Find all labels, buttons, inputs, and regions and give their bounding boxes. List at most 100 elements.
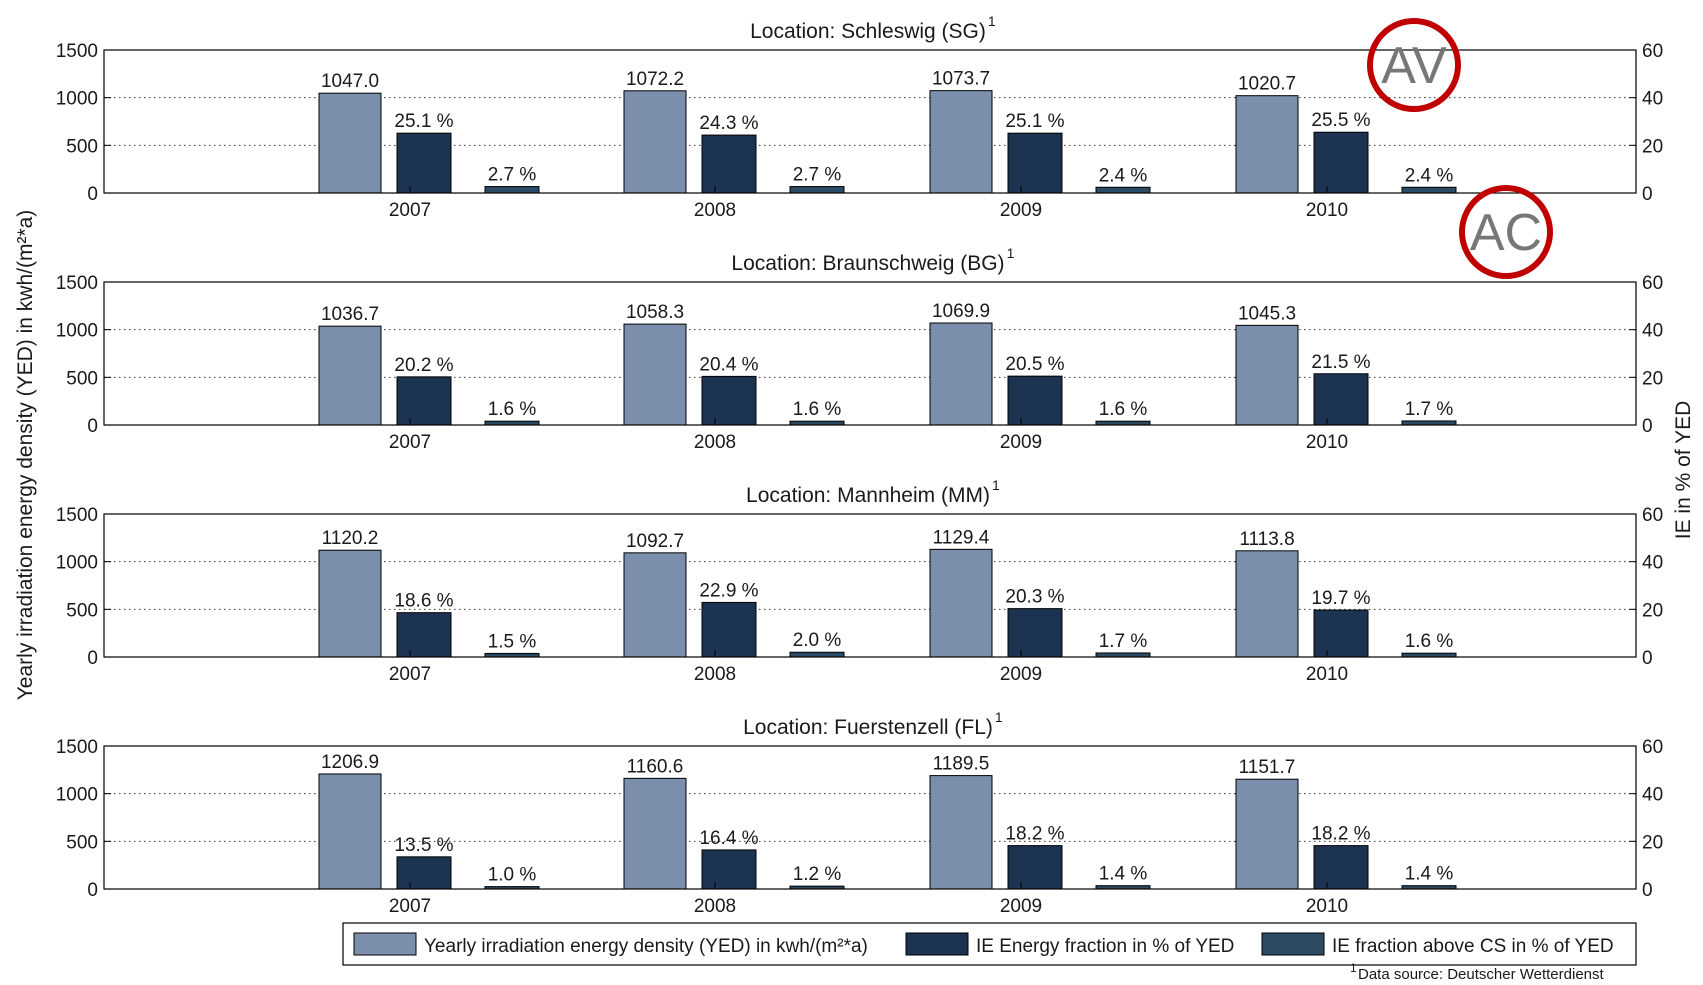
footnote-text: Data source: Deutscher Wetterdienst	[1358, 966, 1605, 983]
bar-data-label: 24.3 %	[699, 113, 758, 134]
panel-title: Location: Braunschweig (BG)	[731, 252, 1004, 275]
y-right-tick-label: 0	[1642, 880, 1653, 901]
x-tick-label: 2010	[1306, 432, 1348, 453]
legend-entry-label: IE fraction above CS in % of YED	[1332, 936, 1614, 957]
bar-data-label: 1058.3	[626, 302, 684, 323]
bar	[1401, 186, 1457, 194]
bar-data-label: 2.7 %	[793, 165, 842, 186]
y-left-tick-label: 1500	[56, 737, 98, 758]
bar	[1313, 609, 1369, 658]
bar	[396, 376, 452, 426]
bar	[1095, 652, 1151, 658]
annotation-label: AV	[1381, 37, 1447, 95]
bar	[318, 549, 382, 658]
bar	[623, 777, 687, 890]
bar-data-label: 25.1 %	[394, 111, 453, 132]
bar	[318, 92, 382, 194]
annotation-circle	[1459, 185, 1553, 279]
y-right-tick-label: 20	[1642, 136, 1663, 157]
x-tick-label: 2007	[389, 664, 431, 685]
bar-data-label: 1073.7	[932, 69, 990, 90]
bar-data-label: 13.5 %	[394, 835, 453, 856]
bar-data-label: 1072.2	[626, 69, 684, 90]
bar	[1007, 845, 1063, 890]
panel-title-superscript: 1	[988, 13, 996, 29]
bar-data-label: 1.6 %	[793, 399, 842, 420]
y-right-tick-label: 40	[1642, 785, 1663, 806]
bar-data-label: 1.0 %	[488, 865, 537, 886]
panel-frame	[103, 745, 1637, 890]
bar-data-label: 18.6 %	[394, 591, 453, 612]
bar	[396, 856, 452, 890]
y-right-axis-label: IE in % of YED	[1672, 401, 1695, 540]
x-tick-label: 2010	[1306, 896, 1348, 917]
x-tick-label: 2009	[1000, 896, 1042, 917]
y-left-tick-label: 1000	[56, 321, 98, 342]
bar	[1235, 550, 1299, 658]
bar-data-label: 20.5 %	[1005, 354, 1064, 375]
bar-data-label: 1.4 %	[1099, 864, 1148, 885]
y-left-axis-label: Yearly irradiation energy density (YED) …	[14, 210, 37, 701]
y-left-tick-label: 0	[87, 648, 98, 669]
bar-data-label: 1129.4	[933, 527, 990, 548]
y-left-tick-label: 0	[87, 416, 98, 437]
bar-data-label: 21.5 %	[1311, 352, 1370, 373]
x-tick-label: 2009	[1000, 664, 1042, 685]
bar	[623, 90, 687, 194]
y-right-tick-label: 40	[1642, 89, 1663, 110]
y-left-tick-label: 500	[66, 368, 98, 389]
bar	[929, 775, 993, 890]
panel-frame	[103, 513, 1637, 658]
bar-data-label: 19.7 %	[1311, 588, 1370, 609]
bar-data-label: 1.7 %	[1405, 399, 1454, 420]
bar	[1313, 373, 1369, 426]
y-right-tick-label: 20	[1642, 368, 1663, 389]
bar-data-label: 18.2 %	[1005, 824, 1064, 845]
bar-data-label: 22.9 %	[699, 580, 758, 601]
y-left-tick-label: 1500	[56, 273, 98, 294]
bar-data-label: 1.5 %	[488, 631, 537, 652]
bar-data-label: 1020.7	[1238, 74, 1296, 95]
y-right-tick-label: 60	[1642, 273, 1663, 294]
y-right-tick-label: 0	[1642, 184, 1653, 205]
legend-swatch	[905, 932, 969, 956]
bar-data-label: 1.6 %	[1405, 631, 1454, 652]
bar-data-label: 1160.6	[627, 756, 684, 777]
y-left-tick-label: 1500	[56, 41, 98, 62]
legend-swatch	[1261, 932, 1325, 956]
annotation-circle	[1367, 18, 1461, 112]
bar-data-label: 1151.7	[1239, 757, 1296, 778]
bar	[1401, 420, 1457, 426]
x-tick-label: 2008	[694, 432, 736, 453]
bar-data-label: 1.2 %	[793, 864, 842, 885]
y-right-tick-label: 20	[1642, 600, 1663, 621]
bar-data-label: 2.7 %	[488, 165, 537, 186]
panel-title: Location: Mannheim (MM)	[746, 484, 990, 507]
panel-title: Location: Schleswig (SG)	[750, 20, 986, 43]
bar-data-label: 2.4 %	[1099, 165, 1148, 186]
x-tick-label: 2009	[1000, 432, 1042, 453]
x-tick-label: 2008	[694, 664, 736, 685]
bar	[623, 552, 687, 658]
panel-title-superscript: 1	[992, 477, 1000, 493]
y-left-tick-label: 500	[66, 600, 98, 621]
bar	[396, 612, 452, 658]
bar	[789, 186, 845, 194]
y-left-tick-label: 0	[87, 184, 98, 205]
bar-data-label: 20.2 %	[394, 355, 453, 376]
bar-data-label: 25.5 %	[1311, 110, 1370, 131]
bar-data-label: 16.4 %	[699, 828, 758, 849]
bar	[1235, 324, 1299, 426]
bar	[701, 375, 757, 426]
y-right-tick-label: 60	[1642, 41, 1663, 62]
panel-title-superscript: 1	[995, 709, 1003, 725]
y-right-tick-label: 60	[1642, 505, 1663, 526]
bar-data-label: 1045.3	[1238, 303, 1296, 324]
bar	[701, 849, 757, 890]
bar-data-label: 1206.9	[321, 752, 379, 773]
x-tick-label: 2008	[694, 200, 736, 221]
bar-data-label: 2.0 %	[793, 630, 842, 651]
x-tick-label: 2009	[1000, 200, 1042, 221]
bar	[1313, 131, 1369, 194]
